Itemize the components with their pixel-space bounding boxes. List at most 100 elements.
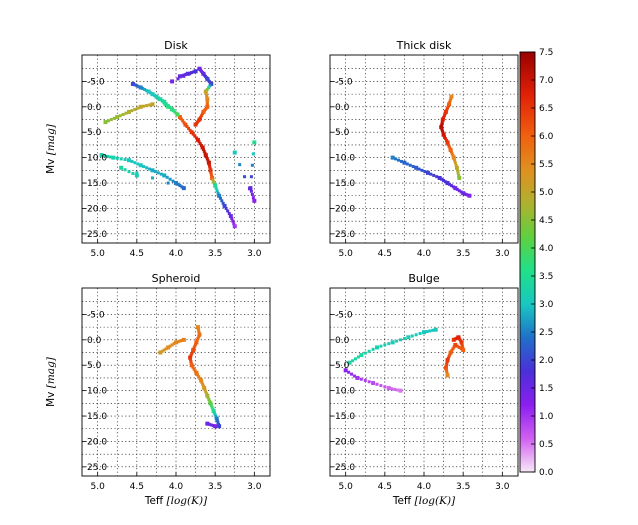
x-tick-label: 4.5 xyxy=(378,249,392,259)
data-point xyxy=(210,405,214,409)
data-point xyxy=(232,150,237,155)
data-point xyxy=(232,222,236,226)
data-point xyxy=(131,172,135,176)
data-point xyxy=(347,370,351,374)
data-point xyxy=(119,165,124,170)
data-point xyxy=(459,340,464,345)
data-point xyxy=(420,168,424,172)
data-point xyxy=(460,342,464,346)
data-point xyxy=(169,107,173,111)
data-point xyxy=(190,352,194,356)
data-point xyxy=(185,71,190,76)
x-tick-label: 3.0 xyxy=(495,482,510,492)
data-point xyxy=(386,386,391,391)
y-tick-label: 10.0 xyxy=(335,154,355,164)
data-point xyxy=(390,155,395,160)
data-point xyxy=(249,175,253,179)
data-point xyxy=(247,187,251,191)
data-point xyxy=(232,224,237,229)
data-point xyxy=(351,359,355,363)
data-point xyxy=(446,142,450,146)
data-point xyxy=(148,103,152,107)
data-point xyxy=(445,360,449,364)
data-point xyxy=(135,84,139,88)
data-point xyxy=(425,330,429,334)
x-tick-label: 4.0 xyxy=(169,482,184,492)
data-point xyxy=(158,97,163,102)
y-tick-label: 0.0 xyxy=(335,103,350,113)
data-point xyxy=(353,357,357,361)
y-axis-label-main: Mv xyxy=(45,155,57,174)
data-point xyxy=(160,99,164,103)
data-point xyxy=(359,377,363,381)
data-point xyxy=(162,101,166,105)
data-point xyxy=(205,101,209,105)
data-point xyxy=(193,122,198,127)
colorbar-tick-label: 2.0 xyxy=(539,356,554,366)
data-point xyxy=(433,327,438,332)
y-tick-label: 5.0 xyxy=(335,128,350,138)
y-tick-label: 15.0 xyxy=(335,179,355,189)
data-point xyxy=(447,144,451,148)
colorbar: 0.0 0.5 1.0 1.5 2.0 2.5 3.0 3.5 4.0 4.5 5.0 5.5 6.0 6… xyxy=(519,48,554,478)
data-point xyxy=(379,384,383,388)
colorbar-frame xyxy=(519,51,536,473)
data-point xyxy=(453,158,457,162)
data-point xyxy=(423,170,427,174)
data-point xyxy=(449,150,453,154)
y-tick-label: 0.0 xyxy=(87,103,102,113)
data-point xyxy=(213,424,218,429)
data-point xyxy=(153,170,157,174)
x-tick-label: 5.0 xyxy=(91,482,106,492)
data-point xyxy=(138,104,143,109)
data-point xyxy=(228,214,233,219)
x-axis-label-main: Teff xyxy=(392,495,415,507)
data-point xyxy=(464,192,468,196)
data-point xyxy=(133,83,137,87)
data-point xyxy=(195,325,200,330)
data-point xyxy=(194,340,199,345)
data-point xyxy=(445,140,450,145)
y-tick-label: 5.0 xyxy=(87,128,102,138)
data-point xyxy=(174,340,178,345)
panel-title: Thick disk xyxy=(396,39,452,52)
data-point xyxy=(211,178,215,182)
data-point xyxy=(457,175,462,180)
data-point xyxy=(383,343,387,347)
data-point xyxy=(447,182,451,186)
data-point xyxy=(443,135,447,139)
data-point xyxy=(209,172,213,176)
data-point xyxy=(250,163,254,167)
data-point xyxy=(367,380,371,384)
colorbar-tick-label: 0.5 xyxy=(539,440,553,450)
data-point xyxy=(457,189,461,193)
x-tick-label: 3.5 xyxy=(456,482,470,492)
data-point xyxy=(154,95,158,99)
panel-bulge: 5.0 4.5 4.0 3.5 3.0 -5.0 0.0 5.0 10.0 15.0 20.0 25.… xyxy=(329,272,519,507)
y-tick-label: 15.0 xyxy=(87,412,107,422)
data-point xyxy=(112,116,116,120)
data-point xyxy=(105,154,109,158)
data-point xyxy=(143,88,147,92)
data-point xyxy=(363,351,367,355)
data-point xyxy=(197,140,201,144)
data-point xyxy=(227,212,231,216)
data-point xyxy=(452,345,456,349)
data-point xyxy=(429,172,433,176)
data-point xyxy=(206,396,210,400)
data-point xyxy=(455,168,459,172)
x-tick-label: 3.5 xyxy=(208,249,222,259)
data-point xyxy=(208,401,213,406)
data-point xyxy=(393,387,397,391)
data-point xyxy=(211,408,216,413)
panels-layer: 5.0 4.5 4.0 3.5 3.0 -5.0 0.0 5.0 10.0 15.0 20.0 25.… xyxy=(45,39,519,507)
data-point xyxy=(455,187,459,191)
data-point xyxy=(454,165,459,170)
x-tick-label: 3.5 xyxy=(456,249,470,259)
data-point xyxy=(390,387,394,391)
data-point xyxy=(170,343,174,347)
data-point xyxy=(178,339,182,343)
x-axis-label: Teff [log(K)] xyxy=(392,495,456,507)
data-point xyxy=(355,375,360,380)
